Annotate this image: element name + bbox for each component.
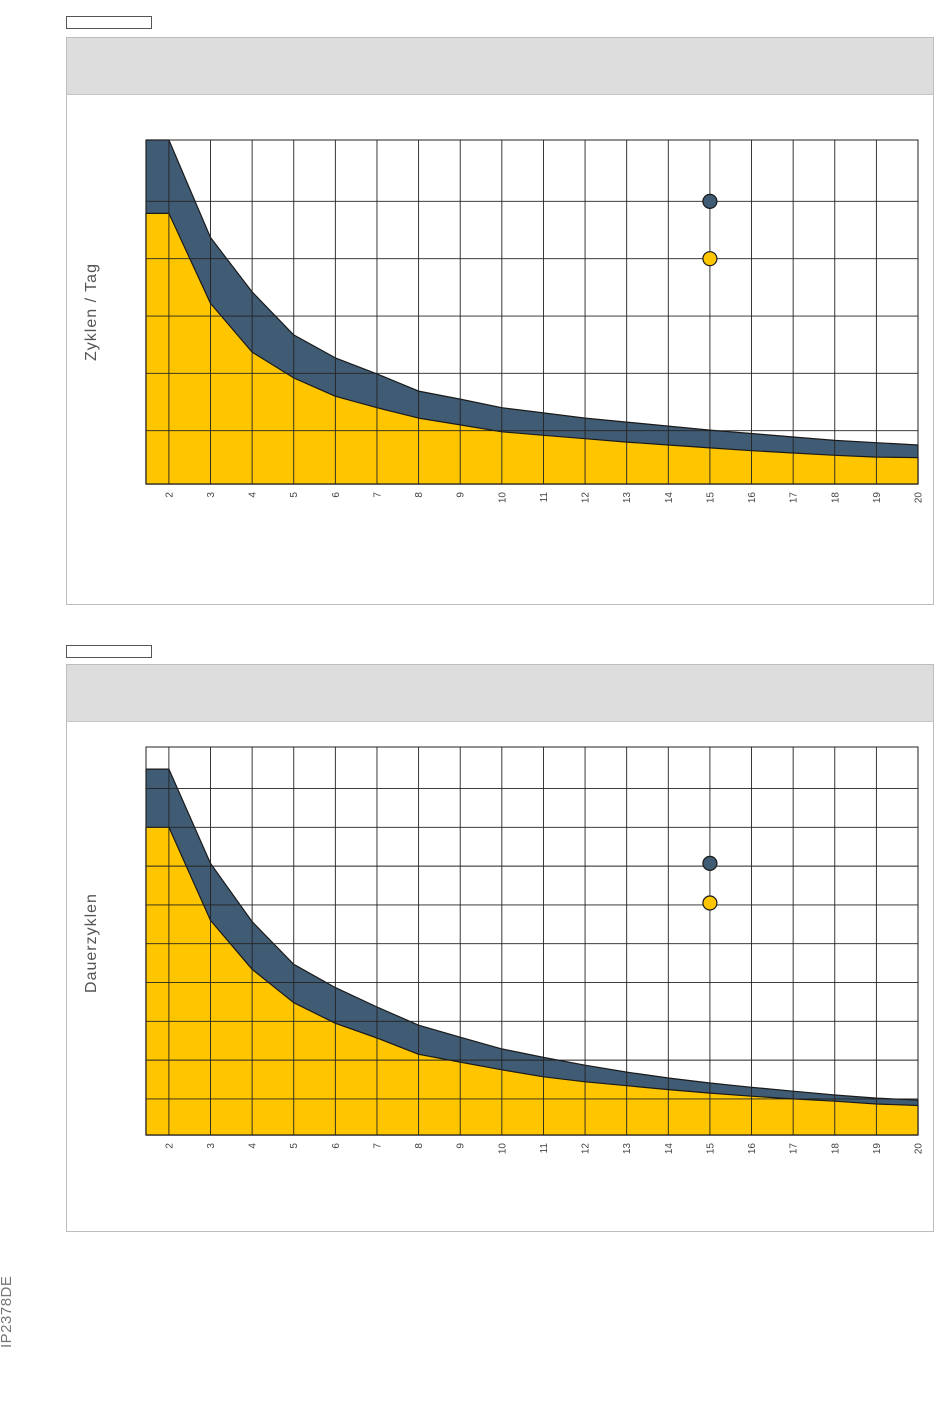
x-tick-label-14: 14 xyxy=(664,1143,675,1155)
x-tick-label-2: 2 xyxy=(164,1143,175,1149)
x-tick-label-5: 5 xyxy=(289,492,300,498)
x-tick-label-9: 9 xyxy=(456,492,467,498)
x-tick-label-16: 16 xyxy=(747,1143,758,1155)
x-tick-label-12: 12 xyxy=(581,1143,592,1155)
legend-marker-blue xyxy=(702,193,718,209)
x-tick-label-10: 10 xyxy=(497,1143,508,1155)
x-tick-label-3: 3 xyxy=(206,492,217,498)
legend-marker-blue xyxy=(702,855,718,872)
panel-2-header xyxy=(67,665,933,722)
x-tick-label-14: 14 xyxy=(664,492,675,504)
x-tick-label-11: 11 xyxy=(539,492,550,503)
x-tick-label-2: 2 xyxy=(164,492,175,498)
x-tick-label-11: 11 xyxy=(539,1143,550,1154)
x-tick-label-15: 15 xyxy=(705,1143,716,1155)
x-tick-label-16: 16 xyxy=(747,492,758,504)
x-tick-label-7: 7 xyxy=(372,492,383,498)
x-tick-label-8: 8 xyxy=(414,1143,425,1149)
x-tick-label-19: 19 xyxy=(872,492,883,504)
document-code: IP2378DE xyxy=(0,1275,15,1348)
x-tick-label-8: 8 xyxy=(414,492,425,498)
x-tick-label-4: 4 xyxy=(248,492,259,498)
x-tick-label-13: 13 xyxy=(622,492,633,504)
x-tick-label-6: 6 xyxy=(331,1143,342,1149)
x-tick-label-12: 12 xyxy=(581,492,592,504)
x-tick-label-9: 9 xyxy=(456,1143,467,1149)
legend-marker-yellow xyxy=(702,895,718,911)
x-tick-label-19: 19 xyxy=(872,1143,883,1155)
x-tick-label-5: 5 xyxy=(289,1143,300,1149)
x-tick-label-17: 17 xyxy=(789,492,800,504)
panel-1-header xyxy=(67,38,933,95)
x-tick-label-18: 18 xyxy=(830,1143,841,1155)
panel-2-tab-box xyxy=(66,645,152,658)
x-tick-label-13: 13 xyxy=(622,1143,633,1155)
plot-frame xyxy=(145,139,919,485)
x-tick-label-3: 3 xyxy=(206,1143,217,1149)
x-tick-label-6: 6 xyxy=(331,492,342,498)
y-axis-label: Dauerzyklen xyxy=(83,893,100,993)
x-tick-label-7: 7 xyxy=(372,1143,383,1149)
y-axis-label: Zyklen / Tag xyxy=(83,263,100,361)
x-tick-label-15: 15 xyxy=(705,492,716,504)
x-tick-label-20: 20 xyxy=(914,492,925,504)
x-tick-label-4: 4 xyxy=(248,1143,259,1149)
panel-1-tab-box xyxy=(66,16,152,29)
x-tick-label-10: 10 xyxy=(497,492,508,504)
legend-marker-yellow xyxy=(702,251,718,267)
x-tick-label-18: 18 xyxy=(830,492,841,504)
x-tick-label-17: 17 xyxy=(789,1143,800,1155)
x-tick-label-20: 20 xyxy=(914,1143,925,1155)
plot-frame xyxy=(145,746,919,1136)
